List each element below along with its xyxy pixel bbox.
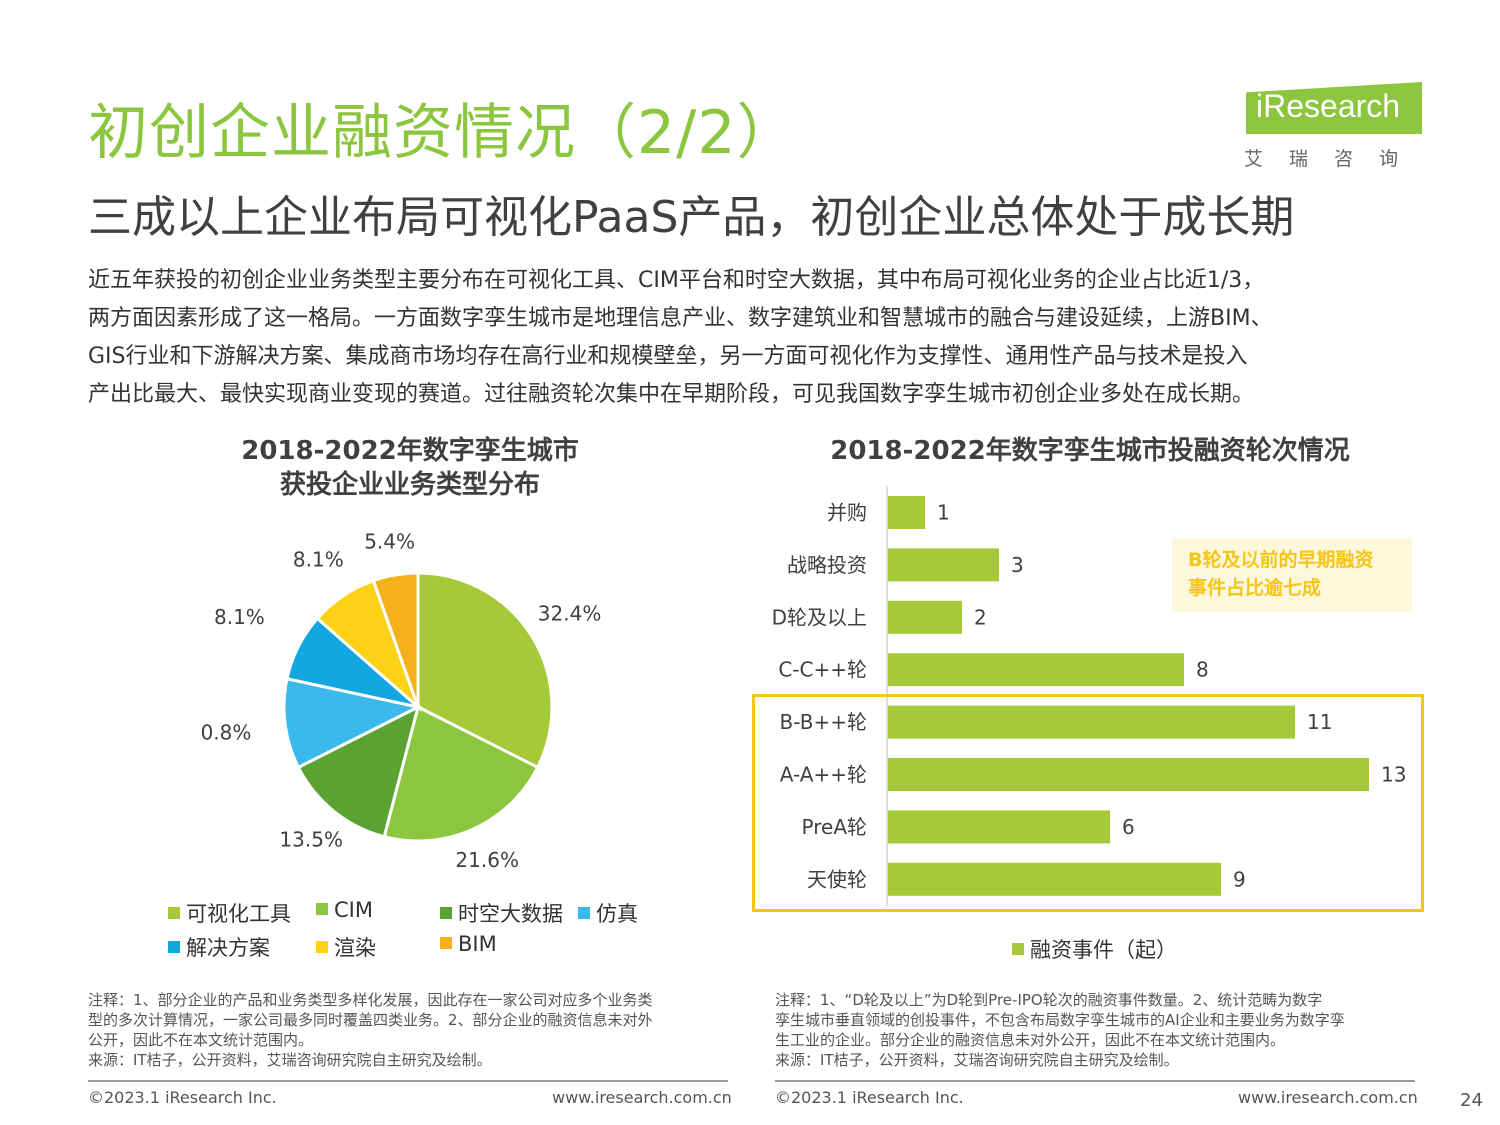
legend-swatch [440,907,452,919]
footer-url[interactable]: www.iresearch.com.cn [552,1088,732,1107]
pie-value-label: 10.8% [200,720,251,744]
note-line: 孪生城市垂直领域的创投事件，不包含布局数字孪生城市的AI企业和主要业务为数字孪 [775,1011,1345,1029]
pie-legend-item: 可视化工具 [168,898,291,928]
pie-legend-label: CIM [334,898,373,922]
left-notes: 注释：1、部分企业的产品和业务类型多样化发展，因此存在一家公司对应多个业务类 型… [88,990,728,1070]
source-line: 来源：IT桔子，公开资料，艾瑞咨询研究院自主研究及绘制。 [775,1051,1179,1069]
bar-chart: 并购 1 战略投资 3 D轮及以上 2 C-C++轮 8 B-B++轮 11 A-A++轮 13 Pre… [772,486,1406,906]
bar-category-label: 并购 [827,501,867,525]
bar-value-label: 2 [974,605,987,629]
bar [888,600,962,634]
footer-copyright: ©2023.1 iResearch Inc. [775,1088,964,1107]
legend-swatch [168,907,180,919]
note-line: 公开，因此不在本文统计范围内。 [88,1031,314,1049]
footer-copyright: ©2023.1 iResearch Inc. [88,1088,277,1107]
bar [888,810,1110,844]
early-stage-callout: B轮及以前的早期融资 事件占比逾七成 [1172,538,1412,612]
iresearch-logo: iResearch 艾瑞咨询 [1238,78,1422,170]
bar-value-label: 8 [1196,658,1209,682]
intro-line: GIS行业和下游解决方案、集成商市场均存在高行业和规模壁垒，另一方面可视化作为支… [88,344,1248,369]
bar-category-label: 战略投资 [787,553,867,577]
legend-swatch [168,941,180,953]
bar-category-label: C-C++轮 [778,658,867,682]
bar [888,653,1184,687]
pie-legend-item: CIM [316,898,373,922]
pie-legend-label: 渲染 [334,936,376,960]
callout-line: 事件占比逾七成 [1188,577,1322,599]
pie-title-line: 获投企业业务类型分布 [279,470,540,500]
bar-value-label: 11 [1307,710,1332,734]
note-line: 生工业的企业。部分企业的融资信息未对外公开，因此不在本文统计范围内。 [775,1031,1286,1049]
bar-chart-title: 2018-2022年数字孪生城市投融资轮次情况 [830,436,1350,466]
early-stage-highlight-box [752,694,1424,912]
bar-category-label: D轮及以上 [772,605,867,629]
pie-value-label: 21.6% [455,848,519,872]
pie-chart-title: 2018-2022年数字孪生城市 获投企业业务类型分布 [160,434,660,502]
footer-divider [88,1080,728,1082]
legend-swatch [578,907,590,919]
pie-value-label: 32.4% [538,602,602,626]
bar-value-label: 6 [1122,815,1135,839]
legend-swatch [440,937,452,949]
footer-url[interactable]: www.iresearch.com.cn [1238,1088,1418,1107]
bar-category-label: PreA轮 [802,815,867,839]
pie-legend-item: BIM [440,932,497,956]
legend-swatch [316,903,328,915]
pie-legend-label: 仿真 [596,902,638,926]
right-notes: 注释：1、“D轮及以上”为D轮到Pre-IPO轮次的融资事件数量。2、统计范畴为… [775,990,1420,1070]
source-line: 来源：IT桔子，公开资料，艾瑞咨询研究院自主研究及绘制。 [88,1051,492,1069]
callout-line: B轮及以前的早期融资 [1188,549,1374,571]
page-number: 24 [1460,1090,1483,1111]
pie-slice-6 [371,571,420,708]
pie-value-label: 8.1% [214,605,265,629]
intro-paragraph: 近五年获投的初创企业业务类型主要分布在可视化工具、CIM平台和时空大数据，其中布… [88,262,1428,414]
logo-word: iResearch [1256,88,1401,124]
pie-legend: 可视化工具 CIM 时空大数据 仿真解决方案 渲染 BIM [168,898,688,968]
pie-slice-2 [296,704,421,839]
pie-slice-0 [416,571,554,770]
pie-legend-label: 解决方案 [186,936,270,960]
note-line: 型的多次计算情况，一家公司最多同时覆盖四类业务。2、部分企业的融资信息未对外 [88,1011,653,1029]
pie-title-line: 2018-2022年数字孪生城市 [241,436,579,466]
bar [888,548,999,582]
bar-value-label: 1 [937,501,950,525]
pie-legend-item: 解决方案 [168,932,270,962]
legend-swatch [316,941,328,953]
pie-legend-label: 时空大数据 [458,902,563,926]
pie-value-label: 13.5% [279,827,343,851]
pie-legend-label: BIM [458,932,497,956]
intro-line: 产出比最大、最快实现商业变现的赛道。过往融资轮次集中在早期阶段，可见我国数字孪生… [88,382,1255,407]
pie-legend-label: 可视化工具 [186,902,291,926]
intro-line: 近五年获投的初创企业业务类型主要分布在可视化工具、CIM平台和时空大数据，其中布… [88,268,1265,293]
pie-value-label: 8.1% [293,548,344,572]
bar-legend: 融资事件（起） [1012,934,1177,964]
legend-swatch [1012,943,1024,955]
bar-value-label: 3 [1011,553,1024,577]
intro-line: 两方面因素形成了这一格局。一方面数字孪生城市是地理信息产业、数字建筑业和智慧城市… [88,306,1273,331]
pie-slice-1 [382,704,540,843]
logo-badge [1246,82,1422,134]
bar-value-label: 9 [1233,867,1246,891]
bar [888,758,1369,791]
bar-category-label: 天使轮 [807,867,867,891]
bar [888,496,925,529]
bar-category-label: A-A++轮 [780,763,867,787]
footer-divider [775,1080,1415,1082]
bar [888,705,1295,739]
page-title: 初创企业融资情况（2/2） [88,98,798,168]
note-line: 注释：1、部分企业的产品和业务类型多样化发展，因此存在一家公司对应多个业务类 [88,991,653,1009]
pie-legend-item: 渲染 [316,932,376,962]
bar-value-label: 13 [1381,763,1406,787]
logo-chinese-name: 艾瑞咨询 [1244,148,1425,170]
bar [888,862,1221,896]
page-subtitle: 三成以上企业布局可视化PaaS产品，初创企业总体处于成长期 [88,192,1295,243]
bar-category-label: B-B++轮 [780,710,867,734]
pie-value-label: 5.4% [364,530,415,553]
bar-legend-label: 融资事件（起） [1030,938,1177,962]
pie-legend-item: 时空大数据 [440,898,563,928]
pie-chart: 32.4% 21.6% 13.5% 10.8% 8.1% 8.1% 5.4% [200,530,602,872]
pie-legend-item: 仿真 [578,898,638,928]
note-line: 注释：1、“D轮及以上”为D轮到Pre-IPO轮次的融资事件数量。2、统计范畴为… [775,991,1323,1009]
